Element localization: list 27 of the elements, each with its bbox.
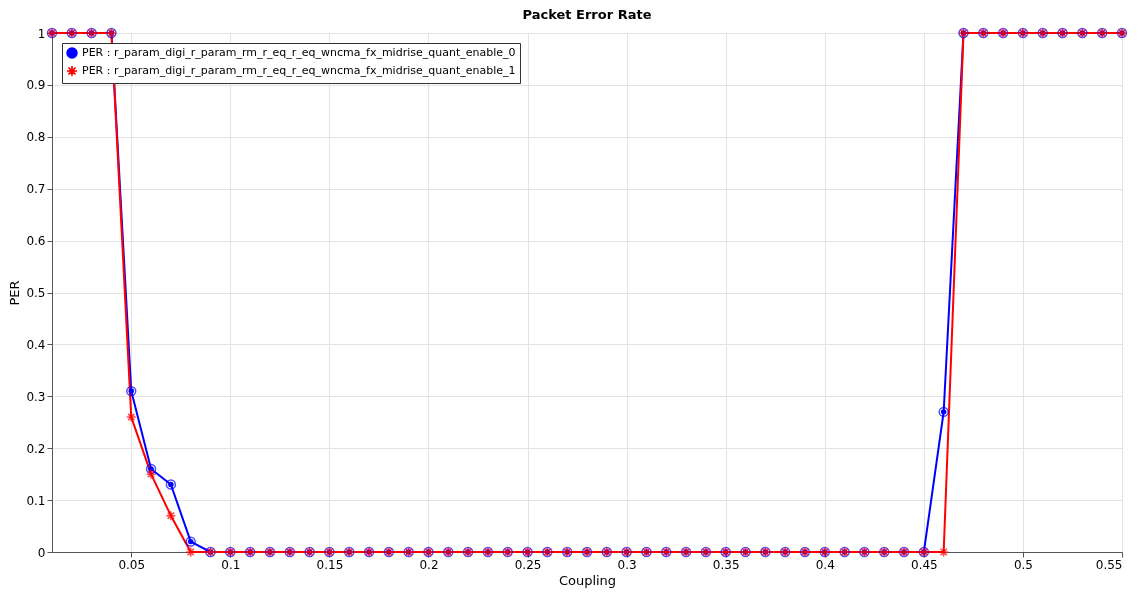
- y-tick-label: 0.3: [26, 389, 46, 404]
- y-tick-label: 0.7: [26, 182, 46, 197]
- legend-label: PER : r_param_digi_r_param_rm_r_eq_r_eq_wncma_fx_midrise_quant_enable_0: [82, 46, 516, 59]
- x-tick-label: 0.25: [514, 557, 542, 572]
- y-tick-label: 0.8: [26, 130, 46, 145]
- x-tick-label: 0.3: [617, 557, 637, 572]
- y-tick-label: 0.2: [26, 441, 46, 456]
- y-axis-title: PER: [7, 280, 23, 306]
- x-axis-title: Coupling: [558, 572, 617, 588]
- y-tick-label: 0.4: [26, 337, 46, 352]
- x-tick-label: 0.05: [118, 557, 146, 572]
- chart-title: Packet Error Rate: [522, 6, 652, 22]
- x-tick-label: 0.2: [419, 557, 439, 572]
- x-tick-label: 0.55: [1095, 557, 1123, 572]
- x-tick-label: 0.4: [815, 557, 835, 572]
- legend-label: PER : r_param_digi_r_param_rm_r_eq_r_eq_wncma_fx_midrise_quant_enable_1: [82, 64, 516, 77]
- x-tick-label: 0.5: [1013, 557, 1033, 572]
- y-tick-label: 0: [37, 545, 46, 560]
- x-tick-label: 0.15: [316, 557, 344, 572]
- x-tick-label: 0.35: [712, 557, 740, 572]
- y-tick-label: 1: [37, 26, 46, 41]
- y-tick-label: 0.1: [26, 493, 46, 508]
- x-tick-label: 0.1: [221, 557, 241, 572]
- y-tick-label: 0.5: [26, 286, 46, 300]
- y-tick-label: 0.6: [26, 234, 46, 249]
- y-tick-label: 0.9: [26, 78, 46, 93]
- x-tick-label: 0.45: [910, 557, 938, 572]
